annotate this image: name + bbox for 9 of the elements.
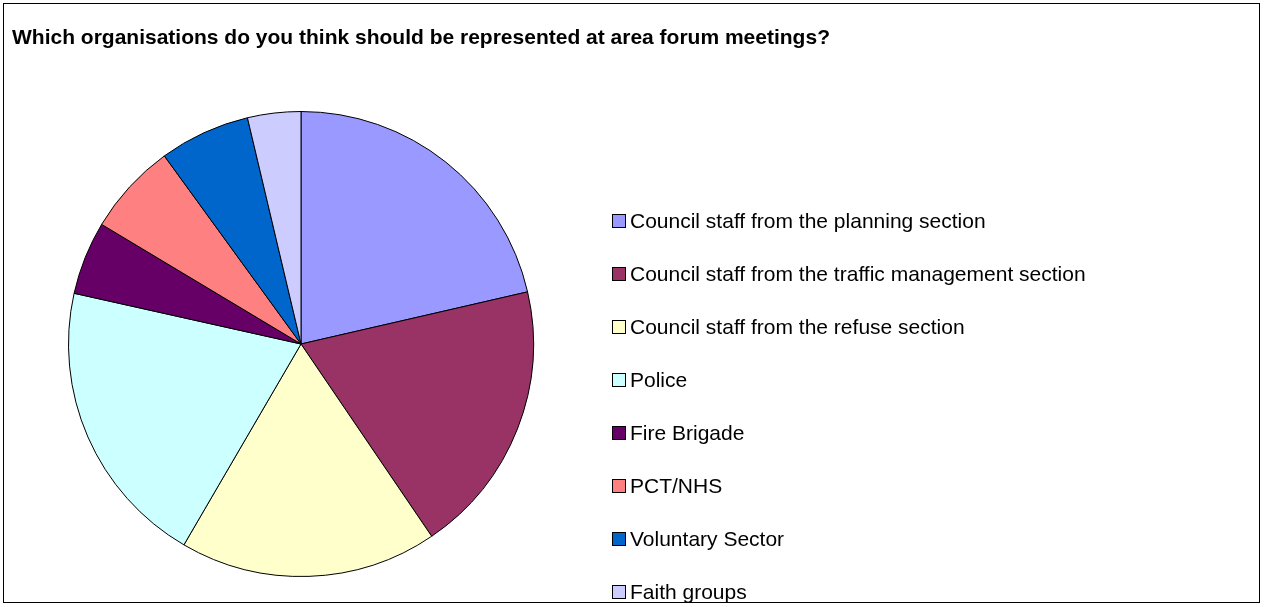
- legend-label: Council staff from the planning section: [630, 208, 986, 233]
- legend-label: Council staff from the refuse section: [630, 314, 965, 339]
- chart-title: Which organisations do you think should be represented at area forum meetings?: [12, 24, 831, 49]
- legend-label: Faith groups: [630, 579, 747, 604]
- legend-label: Fire Brigade: [630, 420, 745, 445]
- legend-label: Police: [630, 367, 688, 392]
- legend-label: PCT/NHS: [630, 473, 723, 498]
- legend-label: Voluntary Sector: [630, 526, 785, 551]
- legend-label: Council staff from the traffic management section: [630, 261, 1086, 286]
